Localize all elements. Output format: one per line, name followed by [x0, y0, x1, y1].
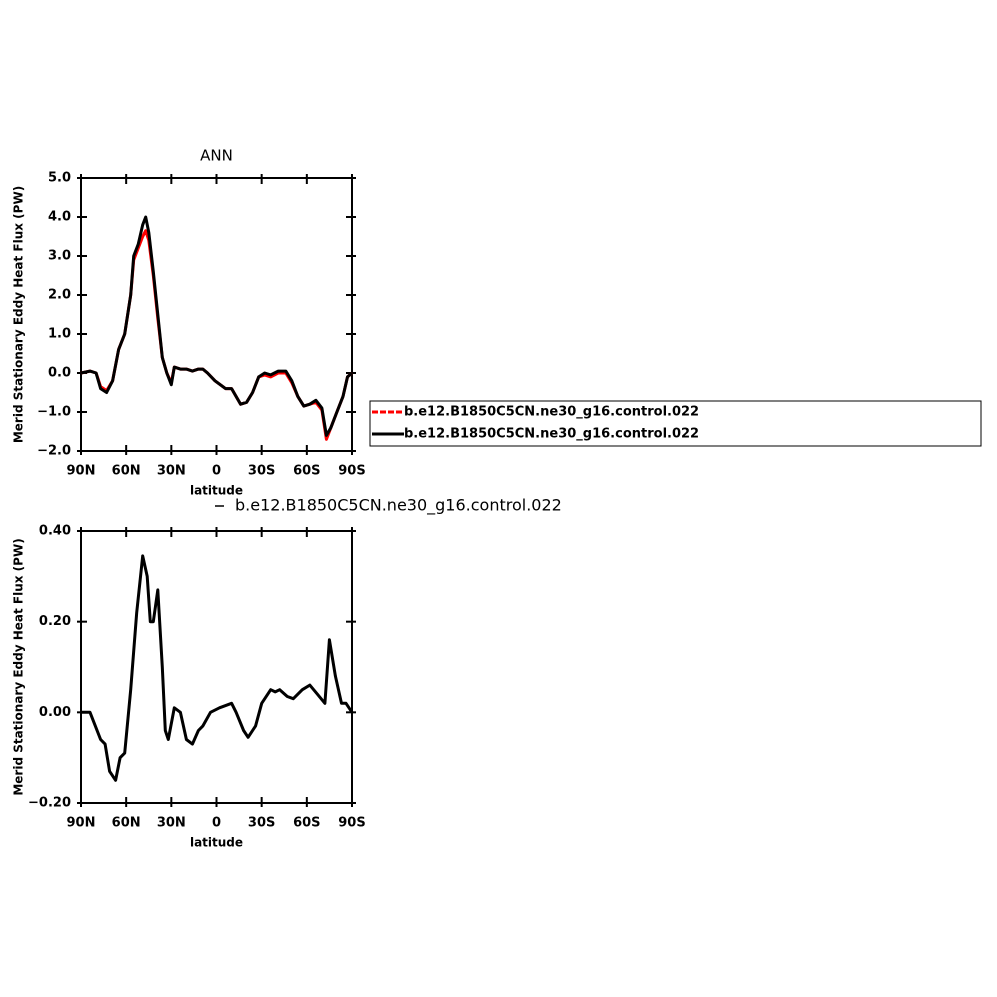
x-axis-label: latitude — [190, 484, 243, 498]
y-tick-label: −0.20 — [28, 796, 71, 811]
y-tick-label: 0.40 — [39, 524, 71, 539]
x-tick-label: 0 — [212, 816, 221, 831]
data-line — [80, 229, 353, 441]
legend-label: b.e12.B1850C5CN.ne30_g16.control.022 — [404, 405, 699, 420]
y-tick-label: 0.00 — [39, 705, 71, 720]
x-tick-label: 60S — [293, 464, 320, 479]
x-tick-label: 30S — [248, 464, 275, 479]
data-line — [80, 215, 353, 437]
x-axis-label: latitude — [190, 836, 243, 850]
legend-label: b.e12.B1850C5CN.ne30_g16.control.022 — [235, 496, 562, 516]
y-tick-label: 0.0 — [48, 366, 71, 381]
chart-title: ANN — [200, 147, 233, 165]
data-line — [81, 554, 354, 782]
y-axis-label: Merid Stationary Eddy Heat Flux (PW) — [12, 538, 26, 795]
y-tick-label: 3.0 — [48, 249, 71, 264]
legend-label: b.e12.B1850C5CN.ne30_g16.control.022 — [404, 427, 699, 442]
plot-frame — [80, 177, 353, 452]
y-tick-label: 1.0 — [48, 327, 71, 342]
y-tick-label: 5.0 — [48, 171, 71, 186]
x-tick-label: 90S — [338, 464, 365, 479]
y-axis-label: Merid Stationary Eddy Heat Flux (PW) — [12, 186, 26, 443]
x-tick-label: 60N — [112, 464, 141, 479]
y-tick-label: −2.0 — [37, 444, 71, 459]
y-tick-label: 2.0 — [48, 288, 71, 303]
x-tick-label: 60S — [293, 816, 320, 831]
x-tick-label: 90N — [67, 816, 96, 831]
x-tick-label: 90S — [338, 816, 365, 831]
x-tick-label: 30N — [157, 816, 186, 831]
y-tick-label: −1.0 — [37, 405, 71, 420]
y-tick-label: 0.20 — [39, 614, 71, 629]
legend-box — [369, 400, 982, 447]
y-tick-label: 4.0 — [48, 210, 71, 225]
x-tick-label: 0 — [212, 464, 221, 479]
plot-frame — [80, 530, 353, 804]
x-tick-label: 60N — [112, 816, 141, 831]
x-tick-label: 30N — [157, 464, 186, 479]
x-tick-label: 90N — [67, 464, 96, 479]
x-tick-label: 30S — [248, 816, 275, 831]
